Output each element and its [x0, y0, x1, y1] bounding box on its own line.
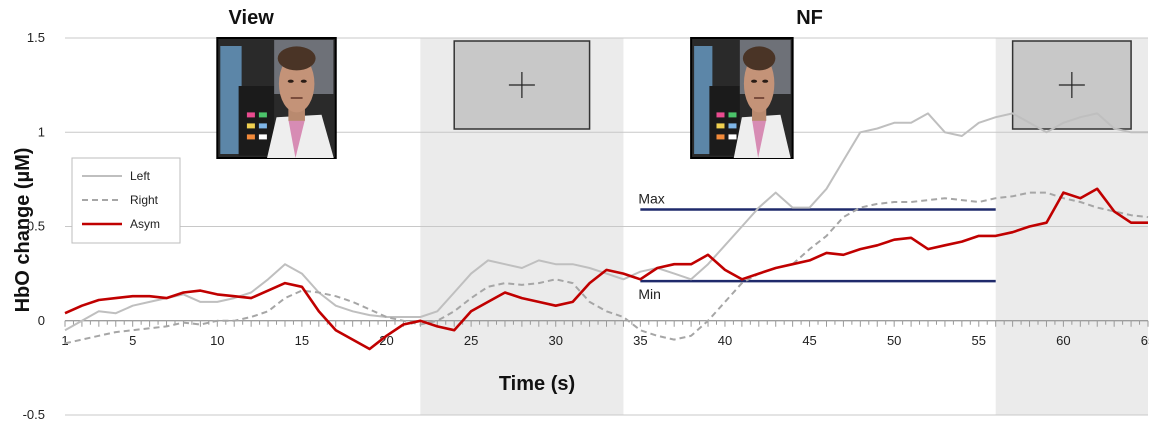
x-tick-label: 60: [1056, 333, 1070, 348]
y-tick-label: 0.5: [27, 219, 45, 234]
x-tick-label: 30: [549, 333, 563, 348]
legend-box: [71, 157, 181, 244]
x-tick-label: 10: [210, 333, 224, 348]
legend-label-asym: Asym: [130, 217, 160, 231]
y-tick-label: 1.5: [27, 30, 45, 45]
x-tick-labels: 15101520253035404550556065: [61, 333, 1149, 348]
phase-labels: View NF: [229, 7, 823, 29]
y-tick-label: 0: [38, 313, 45, 328]
reference-label-max: Max: [638, 191, 664, 207]
legend-label-right: Right: [130, 193, 159, 207]
x-tick-label: 55: [972, 333, 986, 348]
reference-label-min: Min: [638, 286, 661, 302]
x-tick-label: 50: [887, 333, 901, 348]
x-tick-label: 5: [129, 333, 136, 348]
x-tick-label: 25: [464, 333, 478, 348]
x-axis: [64, 320, 1149, 327]
x-tick-label: 65: [1141, 333, 1149, 348]
y-axis-title: HbO change (µM): [12, 148, 34, 313]
x-tick-label: 20: [379, 333, 393, 348]
legend: Left Right Asym: [71, 157, 181, 244]
fixation-cross-image: [453, 40, 591, 130]
x-axis-title: Time (s): [499, 373, 575, 395]
phase-label-view: View: [229, 7, 275, 29]
avatar-image: [216, 37, 337, 159]
x-tick-label: 45: [802, 333, 816, 348]
legend-label-left: Left: [130, 169, 151, 183]
data-series: [64, 112, 1149, 351]
reference-lines: Max Min: [638, 191, 996, 302]
y-tick-label: -0.5: [23, 407, 45, 422]
fixation-cross-image: [1011, 40, 1132, 130]
x-tick-label: 35: [633, 333, 647, 348]
avatar-image: [690, 37, 794, 159]
y-tick-label: 1: [38, 124, 45, 139]
series-line-left: [64, 112, 1148, 332]
x-tick-label: 40: [718, 333, 732, 348]
series-line-right: [64, 191, 1149, 345]
stimulus-images: [216, 37, 1132, 159]
x-tick-label: 15: [295, 333, 309, 348]
phase-label-nf: NF: [796, 7, 823, 29]
series-line-asym: [64, 187, 1148, 351]
y-tick-labels: -0.5 0 0.5 1 1.5: [23, 30, 45, 422]
x-tick-label: 1: [61, 333, 68, 348]
